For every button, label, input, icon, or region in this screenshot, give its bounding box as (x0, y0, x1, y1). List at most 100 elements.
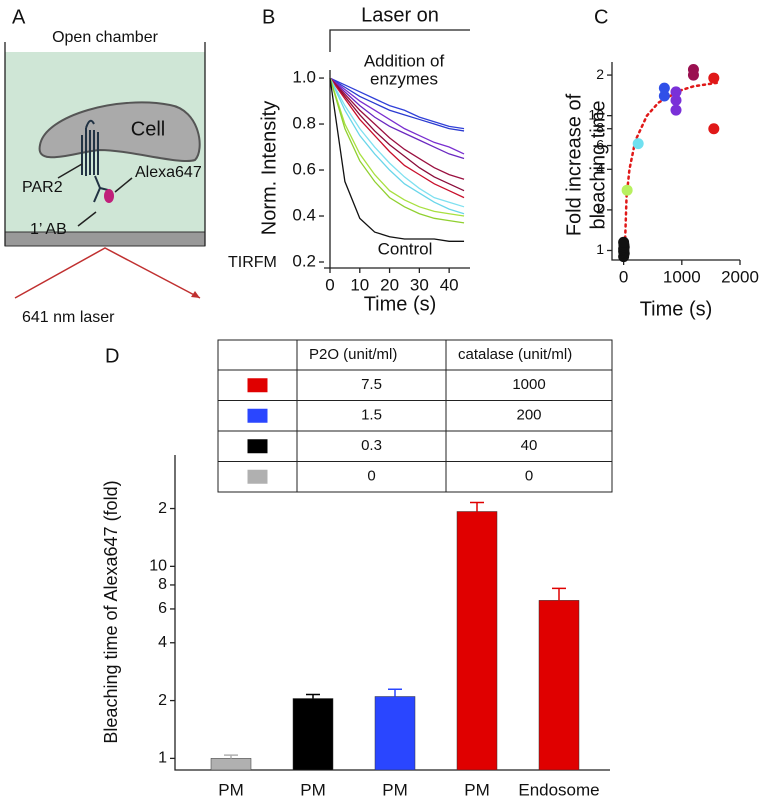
y-tick-label: 10 (588, 106, 604, 122)
panel-label: D (105, 345, 119, 367)
data-line (329, 77, 465, 160)
table-cell: 1.5 (361, 407, 382, 424)
x-tick-label: PM (464, 780, 490, 799)
data-line (329, 77, 465, 217)
legend-table: P2O (unit/ml) catalase (unit/ml) 7.5 1000 1.… (217, 339, 613, 493)
color-swatch (247, 469, 268, 484)
y-tick-label: 1 (596, 241, 604, 257)
receptor-label: PAR2 (22, 179, 63, 196)
table-cell: 1000 (512, 376, 545, 393)
x-tick-label: 0 (619, 267, 628, 286)
annotation: enzymes (370, 69, 438, 88)
x-tick-label: 30 (410, 275, 429, 294)
y-tick-label: 1 (158, 750, 167, 767)
table-cell: 0 (367, 468, 375, 485)
x-tick-label: 1000 (663, 267, 701, 286)
method-label: TIRFM (228, 254, 277, 271)
x-tick-label: PM (218, 780, 244, 799)
color-swatch (247, 439, 268, 454)
table-cell: 7.5 (361, 376, 382, 393)
x-tick-label: 20 (380, 275, 399, 294)
y-tick-label: 2 (158, 692, 167, 709)
receptor-icon (81, 119, 109, 203)
antibody-label: 1’ AB (30, 221, 67, 238)
point (687, 69, 699, 81)
axis-line (324, 70, 470, 269)
point (658, 82, 670, 94)
point (670, 94, 682, 106)
cell (38, 101, 201, 162)
arrowhead (191, 291, 200, 298)
diagram: Open chamber Cell PAR2 Alexa647 1’ AB TI… (4, 29, 277, 326)
panel-label: B (262, 6, 275, 28)
cell-label: Cell (131, 118, 165, 140)
y-tick-label: 0.4 (292, 205, 316, 224)
data-line (329, 77, 465, 192)
y-tick-label: 0.6 (292, 160, 316, 179)
data-line (329, 77, 465, 130)
point (708, 72, 720, 84)
error-bar (388, 688, 402, 697)
y-axis-title: Bleaching time of Alexa647 (fold) (101, 480, 121, 743)
data-line (329, 77, 465, 224)
bar (374, 696, 416, 771)
point (670, 86, 682, 98)
laser-label: 641 nm laser (22, 309, 115, 326)
error-bar (470, 501, 484, 512)
x-axis-title: Time (s) (640, 298, 713, 320)
fit-line (623, 81, 718, 252)
y-tick-label: 6 (596, 136, 604, 152)
x-tick-label: PM (300, 780, 326, 799)
x-tick-label: Endosome (518, 780, 599, 799)
point (658, 90, 670, 102)
error-bar (306, 693, 320, 699)
panel-label: A (12, 6, 26, 28)
pointer (57, 163, 83, 179)
panel-label: C (594, 6, 608, 28)
error-bar (224, 754, 238, 759)
y-tick-label: 1.0 (292, 68, 316, 87)
y-axis-title: Norm. Intensity (258, 101, 280, 235)
y-tick-label: 4 (158, 634, 167, 651)
x-tick-label: 10 (350, 275, 369, 294)
x-tick-label: PM (382, 780, 408, 799)
dye-icon (104, 189, 114, 203)
x-axis-title: Time (s) (364, 293, 437, 315)
point (708, 123, 720, 135)
y-tick-label: 2 (596, 201, 604, 217)
point (621, 184, 633, 196)
table-cell: 0.3 (361, 437, 382, 454)
pointer (114, 177, 133, 193)
data-line (329, 77, 465, 215)
data-line (329, 77, 465, 199)
bar (456, 511, 498, 771)
y-axis-title: bleaching time (587, 101, 609, 230)
y-tick-label: 0.2 (292, 251, 316, 270)
x-tick-label: 0 (325, 275, 334, 294)
dye-label: Alexa647 (135, 164, 202, 181)
laser-bracket (329, 29, 470, 52)
chamber-label: Open chamber (52, 29, 159, 46)
data-line (329, 77, 465, 132)
y-tick-label: 0.8 (292, 114, 316, 133)
table-cell: 200 (516, 407, 541, 424)
laser-path (14, 247, 201, 299)
table-cell: 40 (521, 437, 538, 454)
table-header: P2O (unit/ml) (309, 346, 397, 363)
pointer (77, 211, 97, 227)
y-tick-label: 4 (596, 160, 604, 176)
annotation: Addition of (364, 51, 445, 70)
y-tick-label: 10 (149, 558, 167, 575)
y-axis-title: Fold increase of (563, 93, 585, 236)
color-swatch (247, 408, 268, 423)
x-tick-label: 2000 (721, 267, 759, 286)
error-bar (552, 587, 566, 601)
data-line (329, 77, 465, 180)
point (618, 236, 630, 248)
axis-line (611, 62, 740, 261)
bar (538, 600, 580, 771)
y-tick-label: 2 (596, 66, 604, 82)
annotation: Laser on (361, 4, 439, 26)
table-header: catalase (unit/ml) (458, 346, 572, 363)
